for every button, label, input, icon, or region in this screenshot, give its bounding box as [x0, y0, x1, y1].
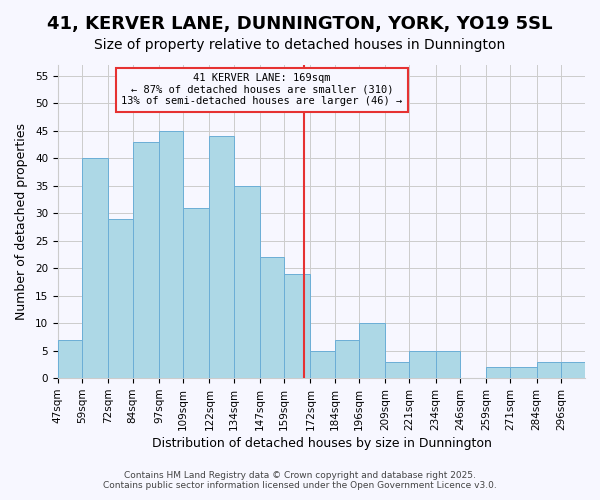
Bar: [58, 340, 82, 378]
Text: Contains HM Land Registry data © Crown copyright and database right 2025.
Contai: Contains HM Land Registry data © Crown c…: [103, 470, 497, 490]
Text: Size of property relative to detached houses in Dunnington: Size of property relative to detached ho…: [94, 38, 506, 52]
Bar: [409, 350, 436, 378]
Bar: [385, 362, 409, 378]
Bar: [82, 158, 109, 378]
Bar: [359, 324, 385, 378]
Bar: [209, 136, 233, 378]
X-axis label: Distribution of detached houses by size in Dunnington: Distribution of detached houses by size …: [152, 437, 491, 450]
Bar: [183, 208, 209, 378]
Bar: [133, 142, 159, 378]
Bar: [536, 362, 561, 378]
Bar: [109, 219, 133, 378]
Bar: [486, 367, 510, 378]
Bar: [284, 274, 310, 378]
Bar: [159, 131, 183, 378]
Bar: [233, 186, 260, 378]
Bar: [310, 350, 335, 378]
Bar: [335, 340, 359, 378]
Text: 41 KERVER LANE: 169sqm
← 87% of detached houses are smaller (310)
13% of semi-de: 41 KERVER LANE: 169sqm ← 87% of detached…: [121, 73, 403, 106]
Text: 41, KERVER LANE, DUNNINGTON, YORK, YO19 5SL: 41, KERVER LANE, DUNNINGTON, YORK, YO19 …: [47, 15, 553, 33]
Bar: [436, 350, 460, 378]
Bar: [260, 258, 284, 378]
Y-axis label: Number of detached properties: Number of detached properties: [15, 123, 28, 320]
Bar: [510, 367, 536, 378]
Bar: [561, 362, 585, 378]
